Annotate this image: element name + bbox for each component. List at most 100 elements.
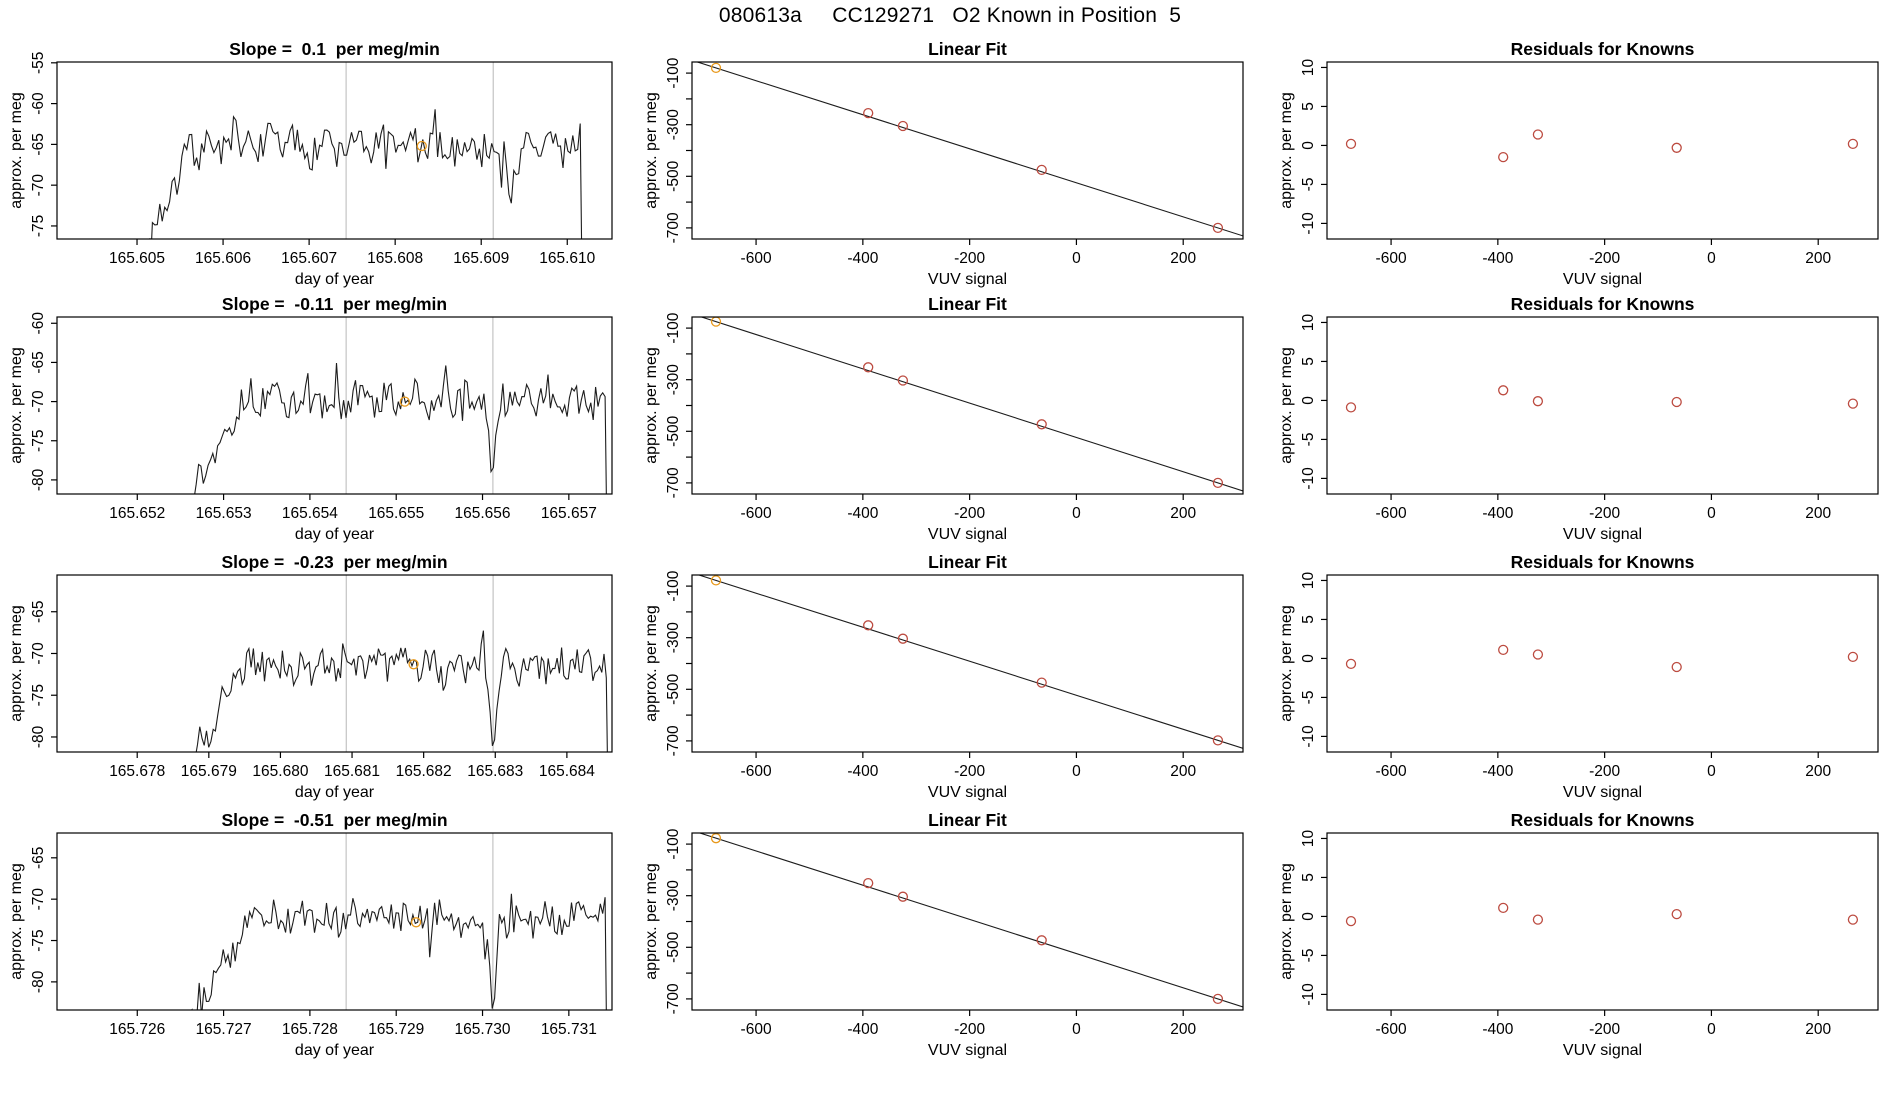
x-tick-label: 200	[1170, 505, 1196, 522]
y-tick-label: 10	[1300, 313, 1317, 331]
x-axis-label: VUV signal	[928, 784, 1007, 801]
linear-fit-plot-row3: -600 -400 -200 0 200 -700 -500 -300 -100 VUV sign…	[643, 552, 1244, 801]
y-tick-label: -500	[665, 931, 682, 962]
x-axis-label: VUV signal	[928, 271, 1007, 288]
plot-box	[691, 574, 1244, 753]
y-axis-label: approx. per meg	[1278, 347, 1295, 464]
plot-title: Linear Fit	[928, 39, 1007, 59]
x-tick-label: 165.681	[324, 763, 380, 780]
y-axis-label: approx. per meg	[643, 347, 660, 464]
y-tick-label: -80	[30, 725, 47, 748]
residuals-plot-row3: -600 -400 -200 0 200 -10 -5 0 5 10 VUV signal appro…	[1278, 552, 1879, 801]
x-tick-label: 200	[1805, 505, 1831, 522]
y-axis-label: approx. per meg	[1278, 605, 1295, 722]
data-point	[1532, 914, 1544, 925]
x-axis-label: day of year	[295, 1042, 375, 1059]
y-tick-label: -65	[30, 351, 47, 373]
x-axis-label: VUV signal	[1563, 784, 1642, 801]
y-tick-label: 5	[1300, 615, 1317, 624]
y-tick-label: -10	[1300, 725, 1317, 748]
x-tick-label: 165.653	[196, 505, 252, 522]
timeseries-plot-row3: 165.678 165.679 165.680 165.681 165.682 165.6…	[8, 552, 613, 801]
plot-title: Linear Fit	[928, 810, 1007, 830]
data-point	[863, 362, 874, 373]
data-point	[1036, 677, 1047, 688]
data-point	[1532, 129, 1544, 140]
x-tick-label: -200	[1589, 1021, 1620, 1038]
x-tick-label: 165.605	[109, 250, 165, 267]
y-tick-label: -700	[665, 725, 682, 756]
signal-trace	[149, 109, 583, 239]
plot-box	[691, 61, 1244, 240]
y-tick-label: -75	[30, 684, 47, 706]
x-tick-label: 200	[1805, 1021, 1831, 1038]
y-tick-label: -10	[1300, 212, 1317, 235]
signal-trace	[191, 893, 607, 1010]
y-axis-label: approx. per meg	[1278, 863, 1295, 980]
y-tick-label: 0	[1300, 912, 1317, 921]
y-tick-label: -5	[1300, 178, 1317, 192]
timeseries-plot-row2: 165.652 165.653 165.654 165.655 165.656 165.6…	[8, 294, 613, 543]
x-tick-label: 165.608	[367, 250, 423, 267]
x-tick-label: -600	[1376, 1021, 1407, 1038]
x-axis-label: VUV signal	[928, 1042, 1007, 1059]
x-tick-label: -200	[954, 763, 985, 780]
y-tick-label: -80	[30, 468, 47, 491]
data-point	[1212, 477, 1224, 489]
y-tick-label: 0	[1300, 396, 1317, 405]
x-axis-label: VUV signal	[928, 526, 1007, 543]
y-tick-label: 5	[1300, 873, 1317, 882]
y-tick-label: -100	[665, 57, 682, 88]
plot-title: Slope = -0.11 per meg/min	[222, 294, 447, 314]
y-tick-label: 0	[1300, 654, 1317, 663]
y-tick-label: -70	[30, 390, 47, 413]
plot-box	[691, 316, 1244, 495]
x-tick-label: 165.657	[541, 505, 597, 522]
plot-title: Residuals for Knowns	[1511, 39, 1695, 59]
x-tick-label: -200	[954, 505, 985, 522]
y-tick-label: -5	[1300, 949, 1317, 963]
data-point	[1532, 396, 1544, 407]
x-tick-label: -600	[1376, 250, 1407, 267]
x-axis-label: VUV signal	[1563, 526, 1642, 543]
data-point	[1345, 402, 1357, 413]
y-tick-label: 10	[1300, 58, 1317, 76]
highlight-point	[416, 140, 427, 152]
x-tick-label: -400	[847, 1021, 878, 1038]
data-point	[1498, 151, 1509, 163]
data-point	[1671, 396, 1682, 408]
x-tick-label: 200	[1170, 250, 1196, 267]
x-tick-label: 165.609	[453, 250, 509, 267]
data-point	[897, 375, 909, 386]
residuals-plot-row2: -600 -400 -200 0 200 -10 -5 0 5 10 VUV signal appro…	[1278, 294, 1879, 543]
y-tick-label: -70	[30, 642, 47, 665]
plot-box	[1326, 61, 1879, 240]
x-tick-label: -400	[1482, 763, 1513, 780]
y-tick-label: 10	[1300, 829, 1317, 847]
x-tick-label: 165.727	[196, 1021, 252, 1038]
x-tick-label: 0	[1707, 763, 1716, 780]
highlight-point	[410, 917, 422, 928]
data-point	[1671, 142, 1682, 153]
data-point	[1847, 914, 1859, 925]
x-tick-label: 165.606	[195, 250, 251, 267]
main-title: 080613a CC129271 O2 Known in Position 5	[718, 4, 1182, 27]
y-axis-label: approx. per meg	[643, 92, 660, 209]
y-tick-label: -65	[30, 601, 47, 623]
y-tick-label: -100	[665, 312, 682, 343]
data-point	[1345, 915, 1357, 927]
data-point	[1212, 222, 1224, 234]
x-tick-label: 165.728	[282, 1021, 338, 1038]
linear-fit-plot-row1: -600 -400 -200 0 200 -700 -500 -300 -100 VUV sign…	[643, 39, 1244, 288]
data-point	[1212, 735, 1224, 746]
x-tick-label: -600	[741, 505, 772, 522]
y-tick-label: -5	[1300, 691, 1317, 705]
data-point	[1498, 644, 1509, 656]
y-tick-label: -70	[30, 888, 47, 911]
x-tick-label: 0	[1707, 505, 1716, 522]
y-tick-label: 5	[1300, 102, 1317, 111]
linear-fit-plot-row2: -600 -400 -200 0 200 -700 -500 -300 -100 VUV sign…	[643, 294, 1244, 543]
plot-title: Residuals for Knowns	[1511, 294, 1695, 314]
